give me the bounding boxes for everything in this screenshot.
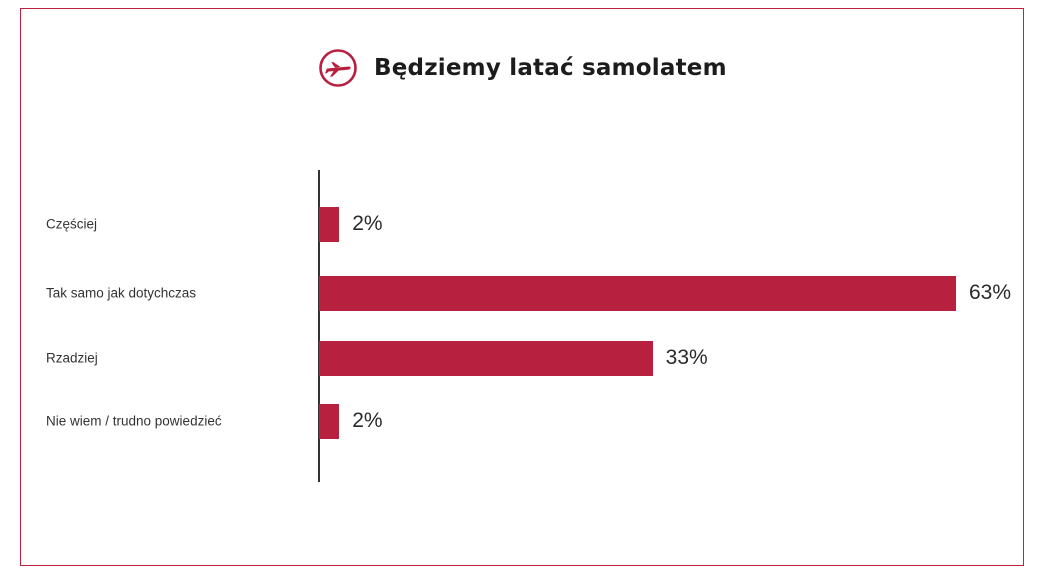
- bar: [319, 275, 956, 311]
- bar: [319, 206, 340, 242]
- chart-frame: [20, 8, 1024, 566]
- y-axis-line: [318, 170, 320, 482]
- bar: [319, 403, 340, 439]
- bar: [319, 340, 653, 376]
- value-label: 2%: [352, 212, 383, 235]
- chart-title: Będziemy latać samolatem: [374, 55, 727, 81]
- category-label: Tak samo jak dotychczas: [46, 285, 197, 301]
- value-label: 2%: [352, 409, 383, 432]
- value-label: 63%: [969, 281, 1012, 304]
- chart-header: Będziemy latać samolatem: [318, 46, 727, 90]
- category-label: Rzadziej: [46, 350, 98, 366]
- airplane-icon: [319, 49, 357, 87]
- category-label: Częściej: [46, 216, 98, 232]
- category-label: Nie wiem / trudno powiedzieć: [46, 413, 222, 429]
- value-label: 33%: [665, 346, 708, 369]
